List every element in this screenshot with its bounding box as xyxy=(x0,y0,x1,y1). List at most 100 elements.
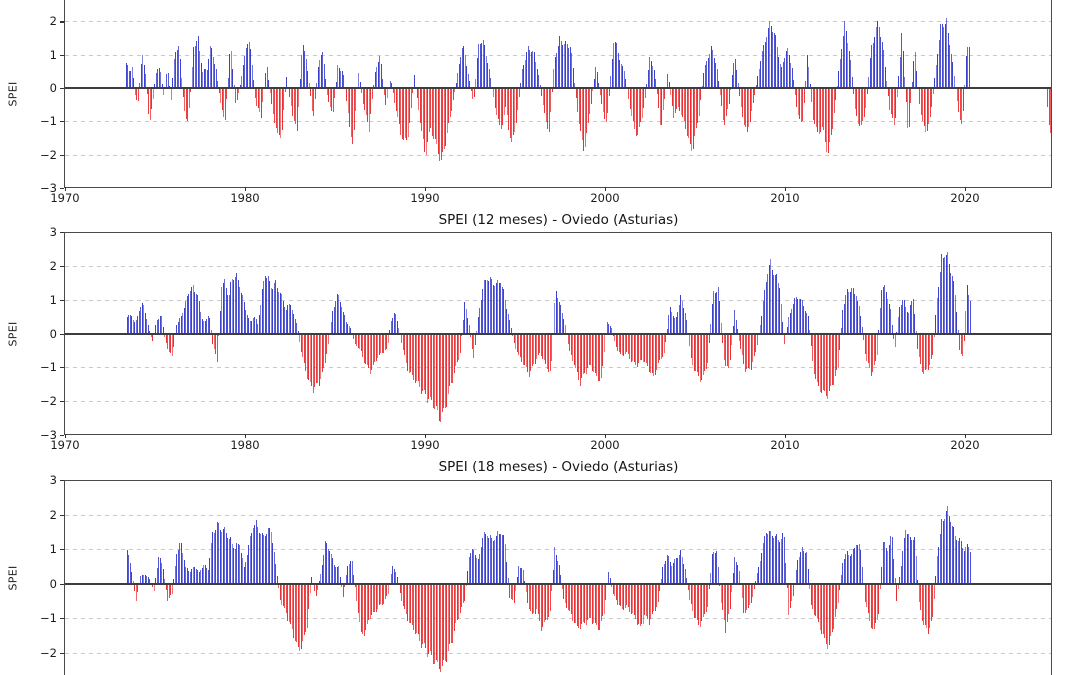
spei-bar xyxy=(622,65,624,88)
spei-bar xyxy=(160,71,162,88)
spei-bar xyxy=(629,584,631,612)
gridline xyxy=(65,154,1052,156)
spei-bar xyxy=(860,315,862,334)
spei-bar xyxy=(291,310,293,334)
spei-bar xyxy=(842,562,844,584)
spei-bar xyxy=(947,251,949,334)
spei-bar xyxy=(306,584,308,629)
spei-bar xyxy=(697,89,699,123)
spei-bar xyxy=(881,42,883,88)
spei-bar xyxy=(717,287,719,334)
spei-bar xyxy=(560,575,562,584)
gridline xyxy=(65,514,1052,516)
spei-bar xyxy=(771,269,773,334)
spei-bar xyxy=(506,89,508,116)
spei-bar xyxy=(522,334,524,366)
spei-bar xyxy=(210,329,212,334)
spei-bar xyxy=(706,60,708,88)
y-tick-label: 3 xyxy=(49,225,57,240)
spei-bar xyxy=(901,33,903,88)
spei-bar xyxy=(294,318,296,334)
spei-bar xyxy=(155,325,157,334)
spei-bar xyxy=(776,47,778,88)
spei-bar xyxy=(491,279,493,334)
y-tick xyxy=(60,652,64,654)
spei-bar xyxy=(480,299,482,334)
spei-bar xyxy=(429,584,431,652)
spei-bar xyxy=(333,306,335,334)
spei-bar xyxy=(384,584,386,600)
spei-bar xyxy=(412,89,414,93)
spei-bar xyxy=(563,44,565,88)
spei-bar xyxy=(355,89,357,111)
spei-bar xyxy=(654,584,656,611)
spei-bar xyxy=(711,554,713,584)
spei-bar xyxy=(557,298,559,334)
spei-bar xyxy=(750,334,752,371)
spei-bar xyxy=(216,334,218,362)
spei-bar xyxy=(911,540,913,584)
spei-bar xyxy=(660,579,662,584)
spei-bar xyxy=(854,293,856,334)
y-tick xyxy=(60,514,64,516)
spei-bar xyxy=(932,89,934,94)
spei-bar xyxy=(163,89,165,96)
spei-bar xyxy=(392,89,394,93)
spei-bar xyxy=(209,558,211,584)
spei-bar xyxy=(873,584,875,629)
spei-bar xyxy=(410,584,412,624)
spei-bar xyxy=(431,584,433,655)
spei-bar xyxy=(643,89,645,109)
spei-bar xyxy=(698,89,700,117)
spei-bar xyxy=(179,317,181,334)
spei-bar xyxy=(566,44,568,88)
spei-bar xyxy=(188,89,190,109)
spei-bar xyxy=(224,89,226,120)
spei-bar xyxy=(255,519,257,584)
spei-bar xyxy=(293,313,295,334)
spei-bar xyxy=(788,317,790,334)
spei-bar xyxy=(699,584,701,627)
spei-bar xyxy=(573,584,575,624)
x-tick xyxy=(965,187,967,191)
spei-bar xyxy=(167,72,169,88)
spei-bar xyxy=(635,334,637,365)
spei-bar xyxy=(770,530,772,584)
spei-bar xyxy=(665,560,667,584)
spei-bar xyxy=(710,45,712,88)
spei-bar xyxy=(769,21,771,88)
spei-bar xyxy=(574,83,576,88)
spei-bar xyxy=(315,334,317,384)
spei-bar xyxy=(456,334,458,363)
spei-bar xyxy=(837,584,839,603)
spei-bar xyxy=(929,89,931,117)
spei-bar xyxy=(509,320,511,334)
spei-bar xyxy=(401,584,403,602)
spei-bar xyxy=(282,584,284,606)
spei-bar xyxy=(698,334,700,376)
spei-bar xyxy=(450,584,452,644)
spei-bar xyxy=(805,80,807,88)
spei-bar xyxy=(193,47,195,88)
spei-bar xyxy=(237,279,239,334)
spei-bar xyxy=(593,584,595,624)
spei-bar xyxy=(182,89,184,97)
spei-bar xyxy=(460,57,462,88)
spei-bar xyxy=(631,89,633,117)
spei-bar xyxy=(248,41,250,88)
spei-bar xyxy=(140,307,142,334)
spei-bar xyxy=(260,304,262,334)
spei-bar xyxy=(653,334,655,376)
spei-bar xyxy=(923,334,925,375)
spei-bar xyxy=(142,54,144,88)
spei-bar xyxy=(203,320,205,334)
spei-bar xyxy=(344,584,346,587)
spei-bar xyxy=(264,276,266,334)
spei-bar xyxy=(242,295,244,334)
spei-bar xyxy=(497,89,499,120)
spei-bar xyxy=(182,312,184,334)
spei-bar xyxy=(762,301,764,334)
y-tick-label: 0 xyxy=(49,81,57,95)
spei-bar xyxy=(671,89,673,107)
spei-bar xyxy=(902,550,904,584)
